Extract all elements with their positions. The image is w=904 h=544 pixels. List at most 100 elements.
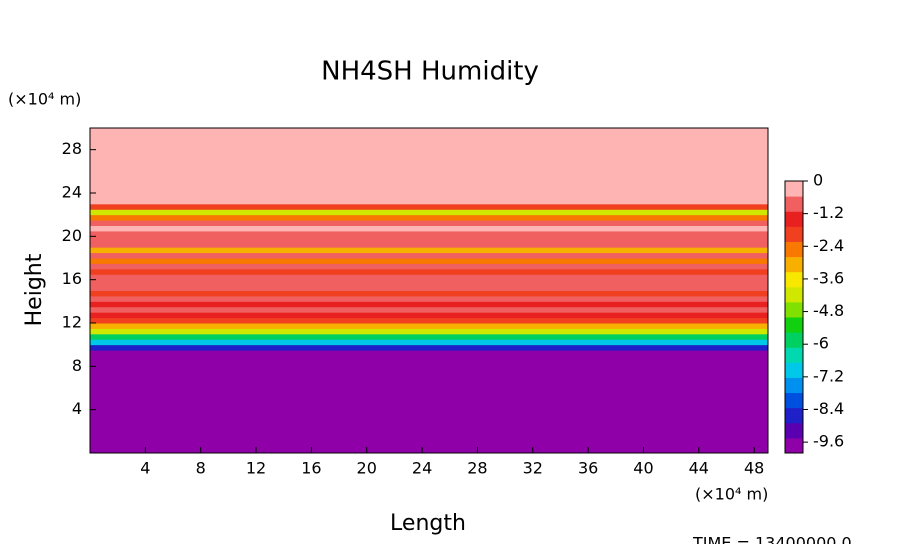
heatmap-cell bbox=[90, 447, 768, 454]
chart-title: NH4SH Humidity bbox=[321, 57, 539, 87]
colorbar-segment bbox=[785, 241, 803, 258]
colorbar-segment bbox=[785, 392, 803, 409]
heatmap-cell bbox=[90, 393, 768, 400]
heatmap-cell bbox=[90, 306, 768, 313]
y-tick-label: 8 bbox=[72, 356, 82, 375]
heatmap-cell bbox=[90, 133, 768, 140]
heatmap-cell bbox=[90, 225, 768, 232]
y-tick-label: 24 bbox=[62, 183, 82, 202]
heatmap-cell bbox=[90, 301, 768, 308]
heatmap-cell bbox=[90, 128, 768, 134]
heatmap-cell bbox=[90, 209, 768, 216]
heatmap-cell bbox=[90, 425, 768, 432]
colorbar-tick-label: -6 bbox=[813, 334, 829, 353]
x-tick-label: 28 bbox=[467, 459, 487, 478]
x-tick-label: 44 bbox=[689, 459, 709, 478]
heatmap-cell bbox=[90, 247, 768, 254]
heatmap-cell bbox=[90, 155, 768, 161]
colorbar-segment bbox=[785, 317, 803, 333]
colorbar-segment bbox=[785, 347, 803, 363]
heatmap-cell bbox=[90, 198, 768, 205]
colorbar-segment bbox=[785, 301, 803, 318]
colorbar-segment bbox=[785, 407, 803, 424]
x-tick-label: 24 bbox=[412, 459, 432, 478]
heatmap-cell bbox=[90, 263, 768, 270]
heatmap-cell bbox=[90, 285, 768, 291]
colorbar-tick-label: -3.6 bbox=[813, 268, 844, 287]
heatmap-cell bbox=[90, 344, 768, 351]
y-tick-label: 12 bbox=[62, 313, 82, 332]
heatmap-cell bbox=[90, 436, 768, 443]
colorbar-segment bbox=[785, 181, 803, 197]
heatmap-cell bbox=[90, 295, 768, 302]
x-tick-label: 4 bbox=[140, 459, 150, 478]
x-unit: (×10⁴ m) bbox=[695, 485, 768, 504]
colorbar-segment bbox=[785, 422, 803, 439]
heatmap-cell bbox=[90, 171, 768, 178]
heatmap-cell bbox=[90, 241, 768, 248]
heatmap-cell bbox=[90, 165, 768, 172]
heatmap-cell bbox=[90, 355, 768, 362]
colorbar-segment bbox=[785, 196, 803, 212]
heatmap-cell bbox=[90, 409, 768, 416]
heatmap-cell bbox=[90, 360, 768, 367]
colorbar-frame bbox=[784, 180, 804, 454]
y-axis-label: Height bbox=[22, 253, 47, 326]
plot-frame bbox=[89, 127, 769, 454]
heatmap-cell bbox=[90, 214, 768, 221]
colorbar-segment bbox=[785, 271, 803, 288]
y-tick-label: 16 bbox=[62, 269, 82, 288]
x-tick-label: 32 bbox=[523, 459, 543, 478]
heatmap-cell bbox=[90, 317, 768, 324]
heatmap-cell bbox=[90, 193, 768, 199]
y-tick-label: 28 bbox=[62, 139, 82, 158]
colorbar-segment bbox=[785, 256, 803, 273]
colorbar-segment bbox=[785, 332, 803, 348]
heatmap-cell bbox=[90, 187, 768, 194]
heatmap-cell bbox=[90, 350, 768, 356]
colorbar-segment bbox=[785, 226, 803, 242]
heatmap-cell bbox=[90, 388, 768, 394]
y-unit: (×10⁴ m) bbox=[8, 90, 81, 109]
heatmap-cell bbox=[90, 420, 768, 427]
heatmap-cell bbox=[90, 382, 768, 389]
colorbar-segment bbox=[785, 437, 803, 454]
x-tick-label: 40 bbox=[633, 459, 653, 478]
heatmap-cell bbox=[90, 220, 768, 226]
heatmap-cell bbox=[90, 323, 768, 329]
heatmap-cell bbox=[90, 236, 768, 243]
heatmap-cell bbox=[90, 415, 768, 421]
colorbar-segment bbox=[785, 211, 803, 227]
x-tick-label: 48 bbox=[744, 459, 764, 478]
heatmap-cell bbox=[90, 258, 768, 264]
time-label: TIME = 13400000.0 bbox=[692, 534, 852, 544]
y-tick-label: 20 bbox=[62, 226, 82, 245]
heatmap-cell bbox=[90, 442, 768, 449]
heatmap-cell bbox=[90, 431, 768, 438]
colorbar-tick-label: -8.4 bbox=[813, 399, 844, 418]
heatmap-cell bbox=[90, 144, 768, 151]
heatmap-cell bbox=[90, 279, 768, 286]
y-tick-label: 4 bbox=[72, 399, 82, 418]
heatmap-cell bbox=[90, 333, 768, 340]
heatmap-cell bbox=[90, 252, 768, 259]
x-tick-label: 20 bbox=[357, 459, 377, 478]
heatmap-cell bbox=[90, 328, 768, 335]
heatmap-cell bbox=[90, 290, 768, 297]
x-tick-label: 16 bbox=[301, 459, 321, 478]
x-axis-label: Length bbox=[390, 511, 466, 536]
heatmap-cell bbox=[90, 176, 768, 183]
heatmap-cell bbox=[90, 371, 768, 378]
heatmap-cell bbox=[90, 377, 768, 384]
colorbar-segment bbox=[785, 286, 803, 303]
heatmap-cell bbox=[90, 404, 768, 411]
heatmap-cell bbox=[90, 138, 768, 145]
x-tick-label: 36 bbox=[578, 459, 598, 478]
heatmap-cell bbox=[90, 274, 768, 281]
x-tick-label: 12 bbox=[246, 459, 266, 478]
colorbar-tick-label: -1.2 bbox=[813, 203, 844, 222]
colorbar-segment bbox=[785, 362, 803, 378]
heatmap-cell bbox=[90, 230, 768, 237]
